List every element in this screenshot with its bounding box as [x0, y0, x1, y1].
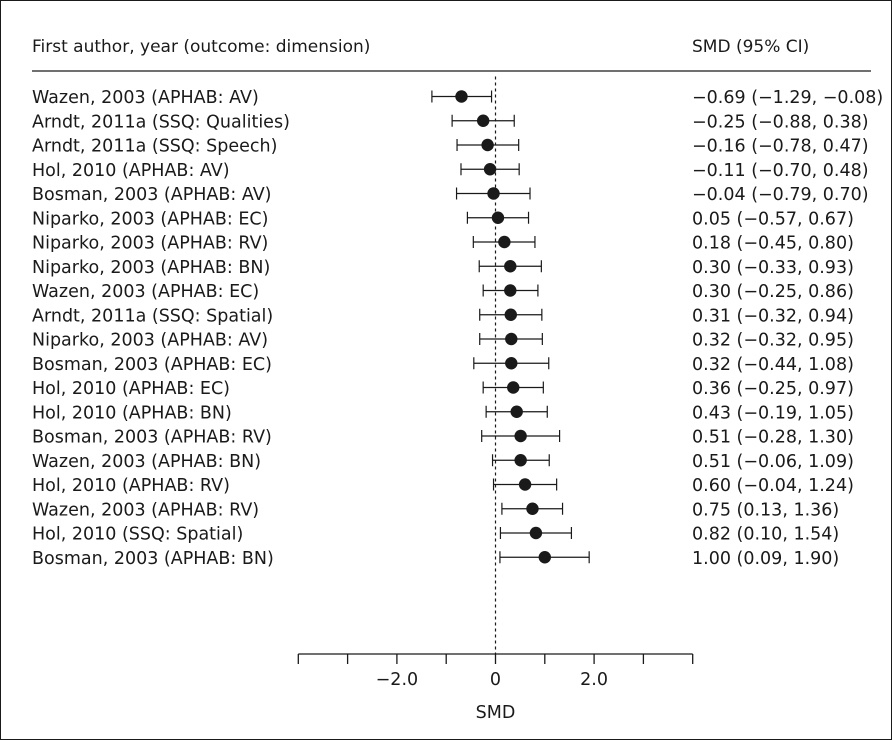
study-label: Hol, 2010 (APHAB: BN)	[32, 403, 232, 423]
point-estimate	[498, 235, 511, 249]
point-estimate	[483, 163, 497, 176]
point-estimate	[504, 308, 517, 321]
point-estimate	[529, 526, 543, 540]
effect-value: 0.82 (0.10, 1.54)	[692, 525, 839, 545]
effect-value: 0.51 (−0.06, 1.09)	[692, 452, 854, 472]
effect-value: 0.30 (−0.25, 0.86)	[692, 282, 854, 302]
study-label: Hol, 2010 (SSQ: Spatial)	[32, 525, 243, 545]
study-row: Bosman, 2003 (APHAB: AV) −0.04 (−0.79, 0.…	[32, 185, 869, 205]
study-label: Hol, 2010 (APHAB: EC)	[32, 379, 230, 399]
effect-value: 0.43 (−0.19, 1.05)	[692, 403, 854, 423]
study-row: Wazen, 2003 (APHAB: RV) 0.75 (0.13, 1.36)	[32, 500, 839, 520]
study-row: Bosman, 2003 (APHAB: RV) 0.51 (−0.28, 1.3…	[32, 428, 854, 448]
point-estimate	[526, 502, 539, 515]
x-tick-label: −2.0	[376, 670, 419, 690]
study-row: Arndt, 2011a (SSQ: Spatial) 0.31 (−0.32, …	[32, 306, 854, 326]
point-estimate	[504, 260, 517, 273]
point-estimate	[491, 211, 505, 224]
point-estimate	[514, 429, 527, 443]
study-label: Arndt, 2011a (SSQ: Qualities)	[32, 112, 290, 132]
effect-value: 0.32 (−0.32, 0.95)	[692, 331, 854, 351]
point-estimate	[507, 381, 520, 394]
effect-value: −0.11 (−0.70, 0.48)	[692, 161, 869, 181]
study-row: Hol, 2010 (APHAB: BN) 0.43 (−0.19, 1.05)	[32, 403, 854, 423]
study-row: Wazen, 2003 (APHAB: AV) −0.69 (−1.29, −0.…	[32, 88, 883, 108]
effect-value: −0.69 (−1.29, −0.08)	[692, 88, 883, 108]
point-estimate	[505, 332, 518, 346]
study-label: Wazen, 2003 (APHAB: AV)	[32, 88, 259, 108]
x-axis: −2.0 0 2.0	[297, 653, 694, 690]
study-label: Arndt, 2011a (SSQ: Speech)	[32, 137, 277, 157]
effect-column-header: SMD (95% CI)	[692, 37, 809, 57]
study-row: Hol, 2010 (APHAB: RV) 0.60 (−0.04, 1.24)	[32, 476, 854, 496]
study-row: Niparko, 2003 (APHAB: EC) 0.05 (−0.57, 0.…	[32, 209, 854, 229]
x-tick-label: 0	[490, 670, 501, 690]
study-label: Niparko, 2003 (APHAB: EC)	[32, 209, 268, 229]
study-label: Bosman, 2003 (APHAB: EC)	[32, 355, 272, 375]
effect-value: 0.36 (−0.25, 0.97)	[692, 379, 854, 399]
study-label: Hol, 2010 (APHAB: AV)	[32, 161, 230, 181]
study-row: Arndt, 2011a (SSQ: Qualities) −0.25 (−0.8…	[32, 112, 869, 132]
x-tick-label: 2.0	[580, 670, 608, 690]
effect-value: −0.04 (−0.79, 0.70)	[692, 185, 869, 205]
effect-value: 0.60 (−0.04, 1.24)	[692, 476, 854, 496]
x-axis-label: SMD	[476, 703, 516, 723]
study-row: Niparko, 2003 (APHAB: BN) 0.30 (−0.33, 0.…	[32, 258, 854, 278]
point-estimate	[514, 454, 527, 467]
study-row: Wazen, 2003 (APHAB: EC) 0.30 (−0.25, 0.86…	[32, 282, 854, 302]
point-estimate	[487, 187, 500, 200]
study-label: Wazen, 2003 (APHAB: EC)	[32, 282, 259, 302]
effect-value: 1.00 (0.09, 1.90)	[692, 549, 839, 569]
study-label: Wazen, 2003 (APHAB: BN)	[32, 452, 261, 472]
point-estimate	[455, 90, 468, 103]
study-column-header: First author, year (outcome: dimension)	[32, 37, 370, 57]
point-estimate	[518, 478, 532, 491]
point-estimate	[476, 114, 490, 127]
study-row: Niparko, 2003 (APHAB: AV) 0.32 (−0.32, 0.…	[32, 331, 854, 351]
study-label: Bosman, 2003 (APHAB: AV)	[32, 185, 272, 205]
point-estimate	[505, 357, 518, 370]
study-label: Wazen, 2003 (APHAB: RV)	[32, 500, 259, 520]
effect-value: 0.51 (−0.28, 1.30)	[692, 428, 854, 448]
study-label: Arndt, 2011a (SSQ: Spatial)	[32, 306, 273, 326]
study-rows: Wazen, 2003 (APHAB: AV) −0.69 (−1.29, −0.…	[32, 88, 883, 569]
effect-value: −0.25 (−0.88, 0.38)	[692, 112, 869, 132]
point-estimate	[481, 138, 494, 152]
study-row: Bosman, 2003 (APHAB: BN) 1.00 (0.09, 1.90…	[32, 549, 839, 569]
effect-value: 0.32 (−0.44, 1.08)	[692, 355, 854, 375]
point-estimate	[538, 551, 551, 564]
effect-value: −0.16 (−0.78, 0.47)	[692, 137, 869, 157]
study-label: Niparko, 2003 (APHAB: AV)	[32, 331, 268, 351]
effect-value: 0.75 (0.13, 1.36)	[692, 500, 839, 520]
point-estimate	[510, 405, 523, 418]
study-label: Bosman, 2003 (APHAB: BN)	[32, 549, 274, 569]
study-label: Niparko, 2003 (APHAB: RV)	[32, 234, 268, 254]
effect-value: 0.18 (−0.45, 0.80)	[692, 234, 854, 254]
study-row: Bosman, 2003 (APHAB: EC) 0.32 (−0.44, 1.0…	[32, 355, 854, 375]
effect-value: 0.05 (−0.57, 0.67)	[692, 209, 854, 229]
study-row: Wazen, 2003 (APHAB: BN) 0.51 (−0.06, 1.09…	[32, 452, 854, 472]
effect-value: 0.30 (−0.33, 0.93)	[692, 258, 854, 278]
study-row: Arndt, 2011a (SSQ: Speech) −0.16 (−0.78, …	[32, 137, 869, 157]
study-row: Hol, 2010 (APHAB: EC) 0.36 (−0.25, 0.97)	[32, 379, 854, 399]
study-label: Niparko, 2003 (APHAB: BN)	[32, 258, 270, 278]
effect-value: 0.31 (−0.32, 0.94)	[692, 306, 854, 326]
point-estimate	[504, 284, 517, 297]
study-row: Hol, 2010 (APHAB: AV) −0.11 (−0.70, 0.48)	[32, 161, 869, 181]
study-label: Bosman, 2003 (APHAB: RV)	[32, 428, 272, 448]
study-row: Niparko, 2003 (APHAB: RV) 0.18 (−0.45, 0.…	[32, 234, 854, 254]
study-label: Hol, 2010 (APHAB: RV)	[32, 476, 230, 496]
study-row: Hol, 2010 (SSQ: Spatial) 0.82 (0.10, 1.54…	[32, 525, 839, 545]
